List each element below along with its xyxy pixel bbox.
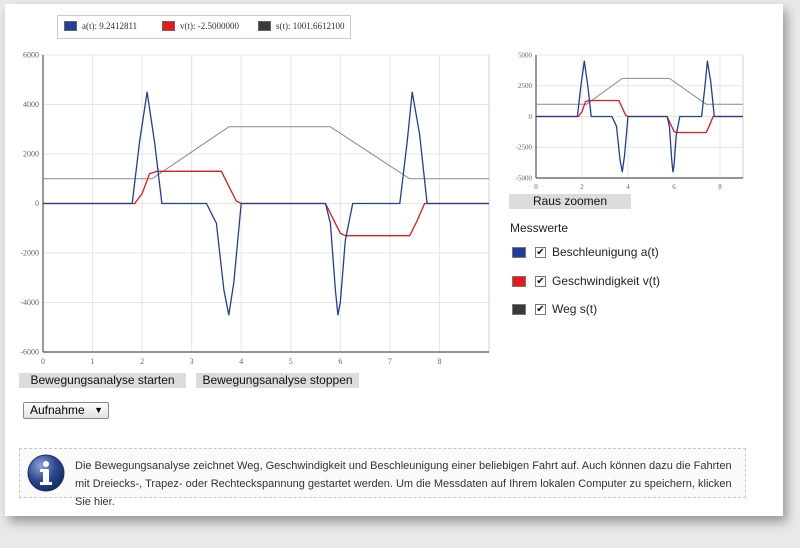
overview-chart-x-tick-label: 8 [718, 183, 722, 191]
overview-chart-y-tick-label: 2500 [518, 82, 533, 90]
main-chart-x-tick-label: 8 [437, 357, 441, 366]
main-chart-y-tick-label: 6000 [23, 51, 39, 60]
main-chart-y-tick-label: 4000 [23, 100, 39, 109]
main-chart-x-tick-label: 7 [388, 357, 392, 366]
legend-item-velocity: v(t): -2.5000000 [162, 21, 239, 31]
overview-chart-x-tick-label: 4 [626, 183, 630, 191]
overview-chart-x-tick-label: 0 [534, 183, 538, 191]
overview-chart-y-tick-label: -5000 [516, 174, 533, 182]
main-chart-series-distance [43, 126, 489, 180]
recording-dropdown-value: Aufnahme [30, 403, 85, 417]
legend-swatch-velocity [162, 21, 175, 31]
main-chart-y-tick-label: 0 [35, 199, 39, 208]
messwerte-title: Messwerte [510, 221, 569, 235]
distance-label: Weg s(t) [552, 302, 598, 316]
overview-chart-x-tick-label: 6 [672, 183, 676, 191]
zoom-out-button[interactable]: Raus zoomen [509, 194, 631, 209]
distance-checkbox[interactable]: ✔ [535, 303, 546, 315]
velocity-swatch [512, 275, 526, 287]
overview-chart-x-tick-label: 2 [580, 183, 584, 191]
main-chart-y-tick-label: -2000 [20, 249, 39, 258]
acceleration-checkbox[interactable]: ✔ [535, 246, 546, 258]
main-chart-x-tick-label: 4 [239, 357, 243, 366]
overview-chart-series-acceleration [536, 60, 743, 173]
legend-label-distance: s(t): 1001.6612100 [276, 21, 345, 31]
info-box: Die Bewegungsanalyse zeichnet Weg, Gesch… [19, 448, 746, 508]
main-chart-x-tick-label: 6 [338, 357, 342, 366]
acceleration-label: Beschleunigung a(t) [552, 245, 659, 259]
messwerte-row-acceleration: ✔ Beschleunigung a(t) [512, 245, 659, 259]
recording-dropdown[interactable]: Aufnahme ▼ [23, 402, 109, 419]
messwerte-row-distance: ✔ Weg s(t) [512, 302, 597, 316]
legend-swatch-distance [258, 21, 271, 31]
legend-item-distance: s(t): 1001.6612100 [258, 21, 345, 31]
velocity-label: Geschwindigkeit v(t) [552, 274, 661, 288]
overview-chart-y-tick-label: 5000 [518, 51, 533, 59]
main-chart-series-acceleration [43, 91, 489, 316]
legend-swatch-acceleration [64, 21, 77, 31]
distance-swatch [512, 303, 526, 315]
main-chart-y-tick-label: -4000 [20, 298, 39, 307]
chevron-down-icon: ▼ [94, 405, 103, 415]
main-chart-x-tick-label: 5 [289, 357, 293, 366]
info-text[interactable]: Die Bewegungsanalyse zeichnet Weg, Gesch… [75, 460, 732, 508]
legend-label-acceleration: a(t): 9.2412811 [82, 21, 138, 31]
info-icon [27, 454, 65, 492]
velocity-checkbox[interactable]: ✔ [535, 275, 546, 287]
stop-analysis-button[interactable]: Bewegungsanalyse stoppen [196, 373, 359, 388]
overview-chart-y-tick-label: -2500 [516, 144, 533, 152]
messwerte-row-velocity: ✔ Geschwindigkeit v(t) [512, 274, 660, 288]
overview-chart-y-tick-label: 0 [529, 113, 533, 121]
main-chart-x-tick-label: 1 [91, 357, 95, 366]
start-analysis-button[interactable]: Bewegungsanalyse starten [19, 373, 186, 388]
main-chart-x-tick-label: 3 [190, 357, 194, 366]
main-chart-y-tick-label: 2000 [23, 150, 39, 159]
acceleration-swatch [512, 246, 526, 258]
legend-label-velocity: v(t): -2.5000000 [180, 21, 239, 31]
main-chart-x-tick-label: 0 [41, 357, 45, 366]
main-chart-y-tick-label: -6000 [20, 348, 39, 357]
main-chart-x-tick-label: 2 [140, 357, 144, 366]
legend-item-acceleration: a(t): 9.2412811 [64, 21, 137, 31]
chart-legend: a(t): 9.2412811 v(t): -2.5000000 s(t): 1… [57, 15, 351, 39]
